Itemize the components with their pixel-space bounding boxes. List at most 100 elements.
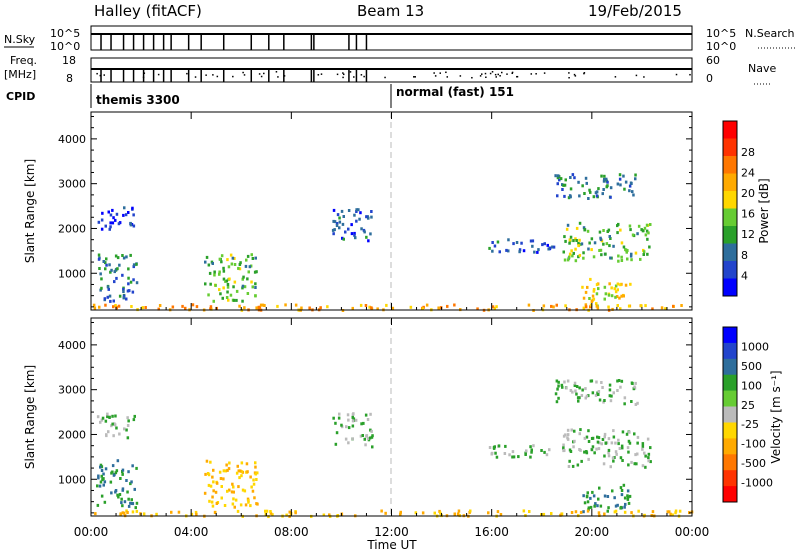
- echo-vel: [155, 512, 158, 516]
- echo-power: [609, 237, 612, 240]
- echo-power: [214, 283, 217, 287]
- echo-vel: [678, 509, 682, 513]
- echo-power: [357, 208, 360, 212]
- echo-vel: [579, 510, 583, 514]
- echo-vel: [220, 485, 223, 488]
- echo-power: [609, 256, 612, 260]
- echo-power: [207, 293, 210, 297]
- echo-vel: [603, 454, 606, 458]
- echo-vel: [525, 449, 528, 453]
- echo-vel: [120, 497, 123, 501]
- nave-dot: [242, 71, 244, 74]
- echo-power: [602, 179, 606, 183]
- echo-power: [122, 256, 126, 260]
- echo-vel: [96, 415, 100, 419]
- echo-vel: [361, 434, 364, 437]
- echo-power: [578, 238, 581, 242]
- nave-dot: [349, 71, 352, 73]
- echo-vel: [674, 509, 678, 513]
- time-axis: 00:00 04:00 08:00 12:00 16:00 20:00 00:00: [74, 112, 709, 539]
- nave-dot: [342, 76, 344, 79]
- echo-vel: [127, 419, 130, 423]
- echo-power: [97, 253, 101, 257]
- echo-vel: [114, 414, 117, 418]
- echo-vel: [244, 503, 248, 507]
- echo-power: [585, 181, 588, 185]
- colorbar-tick-label: 8: [741, 249, 748, 262]
- echo-power: [107, 210, 110, 214]
- echo-power: [326, 305, 329, 309]
- echo-vel: [232, 497, 235, 501]
- echo-power: [603, 297, 606, 301]
- echo-power: [507, 249, 510, 253]
- echo-power: [584, 305, 588, 309]
- echo-vel: [597, 393, 600, 396]
- echo-vel: [133, 487, 136, 491]
- echo-vel: [580, 394, 584, 397]
- nave-dot: [414, 76, 416, 78]
- echo-power: [634, 173, 637, 177]
- echo-vel: [560, 512, 564, 516]
- echo-vel: [626, 446, 630, 450]
- echo-vel: [251, 489, 255, 493]
- echo-vel: [100, 494, 104, 498]
- echo-power: [582, 226, 586, 230]
- echo-vel: [637, 509, 640, 513]
- echo-vel: [524, 451, 527, 455]
- colorbar-tick-label: -25: [741, 418, 759, 431]
- echo-power: [113, 280, 116, 284]
- echo-power: [239, 261, 242, 265]
- echo-vel: [620, 379, 624, 383]
- echo-power: [235, 298, 238, 302]
- nave-dot: [484, 72, 487, 75]
- nave-dot: [494, 73, 497, 76]
- echo-vel: [212, 480, 215, 484]
- echo-power: [646, 237, 649, 241]
- echo-vel: [380, 509, 383, 513]
- echo-vel: [611, 489, 614, 493]
- echo-power: [592, 255, 596, 259]
- echo-power: [354, 236, 357, 240]
- echo-power: [257, 305, 260, 309]
- echo-power: [608, 282, 611, 286]
- x-tick-label: 04:00: [174, 525, 209, 539]
- echo-power: [332, 232, 335, 236]
- echo-power: [100, 227, 104, 231]
- echo-power: [300, 306, 303, 310]
- echo-vel: [247, 500, 250, 504]
- echo-vel: [222, 477, 225, 481]
- echo-vel: [607, 506, 610, 510]
- colorbar-tick-label: 100: [741, 379, 762, 392]
- echo-power: [342, 215, 345, 218]
- echo-vel: [399, 513, 402, 517]
- nave-dot: [157, 73, 160, 76]
- echo-power: [246, 254, 250, 258]
- echo-vel: [131, 510, 135, 514]
- echo-vel: [254, 465, 257, 469]
- echo-vel: [255, 478, 258, 481]
- echo-power: [244, 264, 248, 268]
- echo-vel: [591, 445, 595, 449]
- colorbar-tick-label: 1000: [741, 340, 769, 353]
- colorbar-tick-label: 25: [741, 399, 755, 412]
- echo-power: [359, 303, 363, 307]
- echo-power: [609, 186, 613, 190]
- echo-vel: [366, 437, 370, 441]
- echo-power: [589, 305, 592, 309]
- echo-power: [672, 304, 675, 308]
- echo-vel: [250, 485, 253, 489]
- echo-power: [233, 257, 236, 260]
- echo-vel: [636, 401, 639, 405]
- echo-vel: [504, 444, 507, 448]
- echo-vel: [674, 511, 677, 515]
- nsearch-tick-top: 10^5: [706, 27, 736, 40]
- echo-power: [116, 267, 119, 271]
- echo-power: [114, 218, 117, 222]
- echo-vel: [98, 484, 102, 488]
- echo-power: [347, 227, 350, 231]
- echo-power: [213, 270, 216, 274]
- echo-vel: [264, 509, 267, 513]
- echo-power: [636, 232, 639, 236]
- echo-vel: [599, 504, 603, 508]
- echo-power: [605, 242, 609, 246]
